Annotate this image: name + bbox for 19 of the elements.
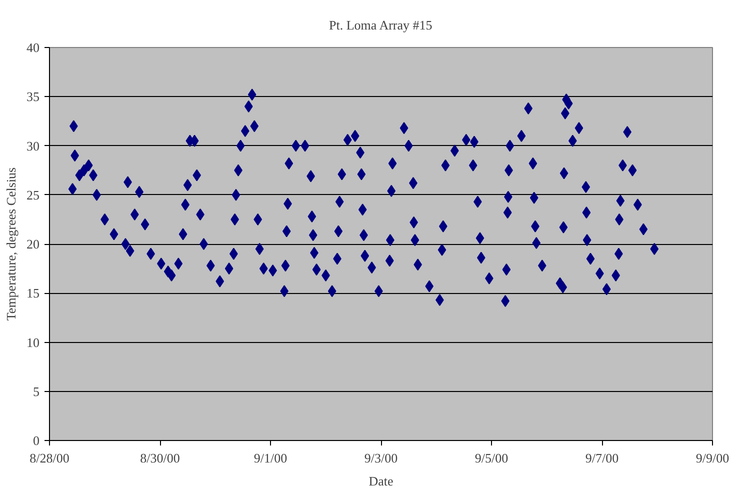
x-tick-label: 8/30/00 xyxy=(140,450,180,466)
x-tick-label: 9/1/00 xyxy=(254,450,288,466)
x-tick-label: 9/3/00 xyxy=(364,450,398,466)
y-tick-label: 35 xyxy=(26,89,40,104)
y-tick-label: 40 xyxy=(26,40,40,55)
x-tick-label: 9/7/00 xyxy=(585,450,619,466)
x-axis-title: Date xyxy=(368,474,394,488)
x-tick-label: 9/5/00 xyxy=(474,450,508,466)
y-tick-label: 0 xyxy=(33,433,40,448)
y-tick-label: 15 xyxy=(26,286,40,301)
y-tick-label: 25 xyxy=(26,187,40,202)
x-tick-label: 8/28/00 xyxy=(30,450,70,466)
y-tick-label: 10 xyxy=(26,334,40,350)
x-tick-label: 9/9/00 xyxy=(696,450,730,466)
y-tick-label: 30 xyxy=(26,138,40,154)
y-tick-label: 20 xyxy=(26,236,40,252)
chart-title: Pt. Loma Array #15 xyxy=(329,18,432,32)
y-tick-label: 5 xyxy=(33,384,40,399)
y-axis-title: Temperature, degrees Celsius xyxy=(4,167,18,321)
